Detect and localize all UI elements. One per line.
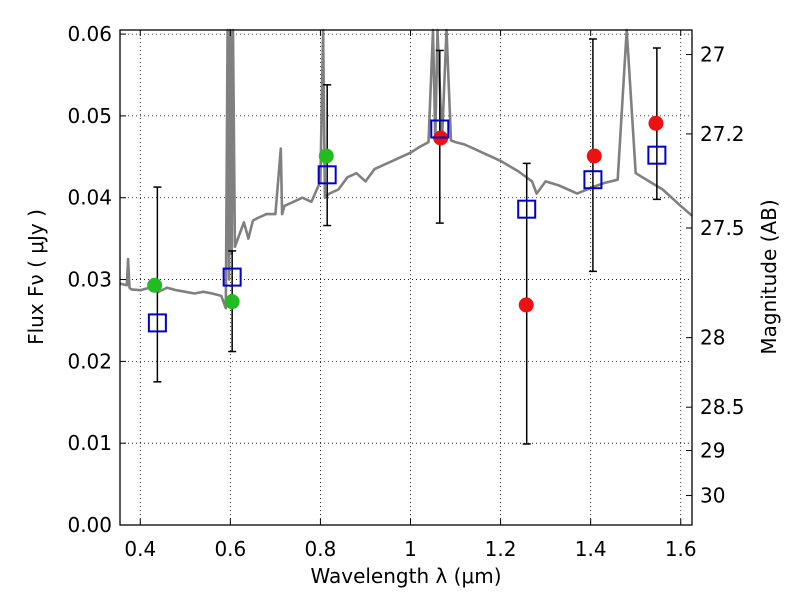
data-point-circle <box>648 115 664 131</box>
data-point-square <box>647 145 667 165</box>
data-point-square <box>583 170 603 190</box>
ticks-layer: 0.4 0.6 0.8 1 1.2 1.4 1.6 0.00 0.01 0.02 0.03 0.04 0… <box>67 22 744 561</box>
right-tick-label: 27 <box>700 43 725 67</box>
x-tick-label: 1 <box>404 537 417 561</box>
x-tick-label: 1.2 <box>485 537 517 561</box>
right-tick-label: 30 <box>700 484 725 508</box>
x-tick-label: 0.4 <box>124 537 156 561</box>
x-tick-label: 0.6 <box>214 537 246 561</box>
spectrum-line <box>119 28 693 310</box>
x-tick-label: 0.8 <box>305 537 337 561</box>
right-tick-label: 27.5 <box>700 216 745 240</box>
y-tick-label: 0.01 <box>67 431 112 455</box>
x-tick-label: 1.6 <box>665 537 697 561</box>
data-point-square <box>517 199 537 219</box>
data-point-circle <box>147 277 163 293</box>
data-point-circle <box>224 294 240 310</box>
x-axis-label: Wavelength λ (μm) <box>310 564 501 588</box>
right-tick-label: 29 <box>700 439 725 463</box>
data-point-circle <box>586 148 602 164</box>
right-tick-label: 27.2 <box>700 122 745 146</box>
y-tick-label: 0.02 <box>67 349 112 373</box>
markers-layer <box>147 115 667 333</box>
right-tick-label: 28 <box>700 326 725 350</box>
y-tick-label: 0.04 <box>67 186 112 210</box>
y-tick-label: 0.06 <box>67 22 112 46</box>
y-axis-label: Flux Fν ( μJy ) <box>24 209 48 345</box>
y-tick-label: 0.03 <box>67 268 112 292</box>
y-tick-label: 0.05 <box>67 104 112 128</box>
data-point-square <box>317 165 337 185</box>
data-point-circle <box>518 297 534 313</box>
y-tick-label: 0.00 <box>67 513 112 537</box>
right-axis-label: Magnitude (AB) <box>757 199 781 354</box>
x-tick-label: 1.4 <box>575 537 607 561</box>
data-point-square <box>147 313 167 333</box>
grid-lines <box>120 30 692 526</box>
plot-frame <box>119 29 693 526</box>
spectrum-layer <box>119 28 693 310</box>
data-point-square <box>430 119 450 139</box>
data-point-circle <box>318 148 334 164</box>
right-tick-label: 28.5 <box>700 395 745 419</box>
data-point-square <box>222 267 242 287</box>
